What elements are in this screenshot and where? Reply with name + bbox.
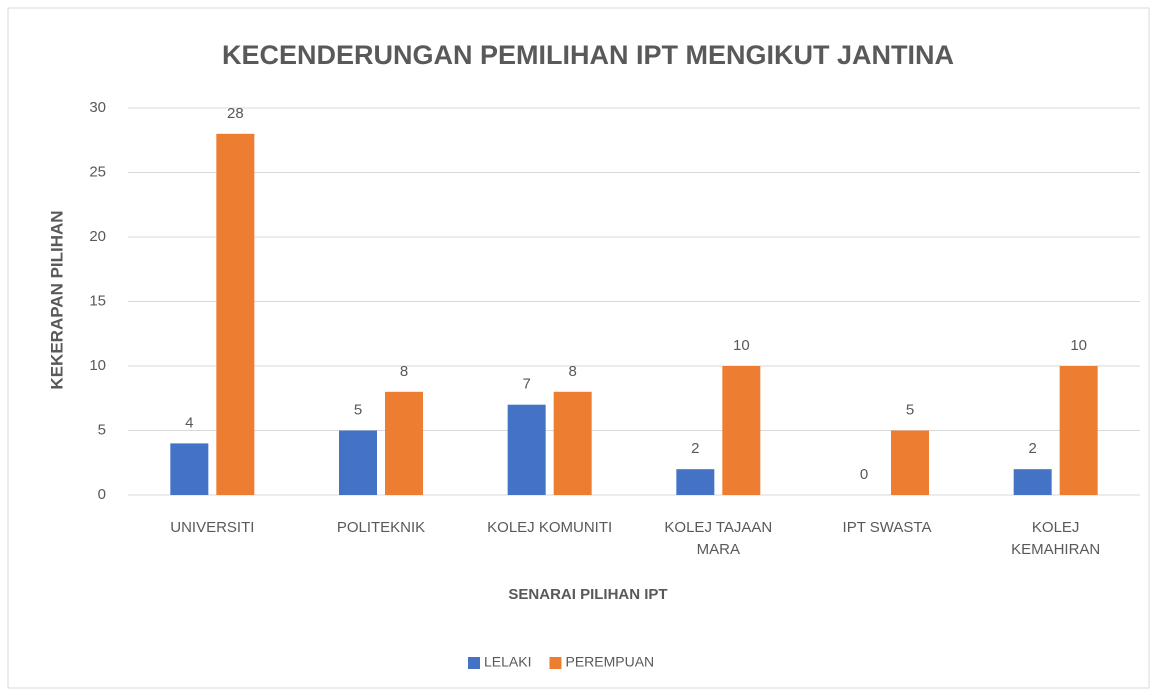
bar [170,443,209,495]
chart-title: KECENDERUNGAN PEMILIHAN IPT MENGIKUT JAN… [222,40,954,70]
y-tick-label: 5 [98,421,106,438]
y-axis-title: KEKERAPAN PILIHAN [47,210,66,389]
bar [1059,366,1098,495]
x-tick-label: IPT SWASTA [842,519,932,536]
data-label: 8 [400,363,408,380]
data-label: 7 [522,376,530,393]
x-tick-label: KOLEJ KEMAHIRAN [1011,519,1101,558]
legend-swatch [468,657,480,669]
data-label: 5 [354,401,362,418]
x-tick-label: POLITEKNIK [336,519,426,536]
data-label: 4 [185,414,193,431]
chart-border [7,7,1150,689]
bar [385,391,423,495]
legend-swatch [549,657,562,669]
x-tick-label: KOLEJ TAJAAN MARA [664,519,773,558]
y-tick-label: 30 [89,99,106,116]
data-label: 10 [1070,337,1087,354]
y-tick-label: 20 [89,228,106,245]
data-label: 28 [227,105,244,122]
y-tick-label: 10 [89,357,106,374]
legend-label: LELAKI [484,654,531,670]
y-tick-label: 0 [98,486,106,503]
data-label: 10 [733,337,750,354]
bar [676,469,715,495]
data-label: 5 [906,401,914,418]
legend-label: PEREMPUAN [565,654,654,670]
bar [216,133,255,496]
x-tick-label: KOLEJ KOMUNITI [487,519,613,536]
x-tick-label: UNIVERSITI [170,519,255,536]
bar [722,366,761,495]
y-tick-label: 25 [89,163,106,180]
data-label: 0 [860,466,868,483]
bar [891,430,929,495]
data-label: 2 [1028,440,1036,457]
bar [507,404,546,495]
bar [339,430,377,495]
x-axis-title: SENARAI PILIHAN IPT [508,586,667,603]
y-tick-label: 15 [89,292,106,309]
bar [1013,469,1052,495]
data-label: 2 [691,440,699,457]
data-label: 8 [568,363,576,380]
bar [553,391,592,495]
